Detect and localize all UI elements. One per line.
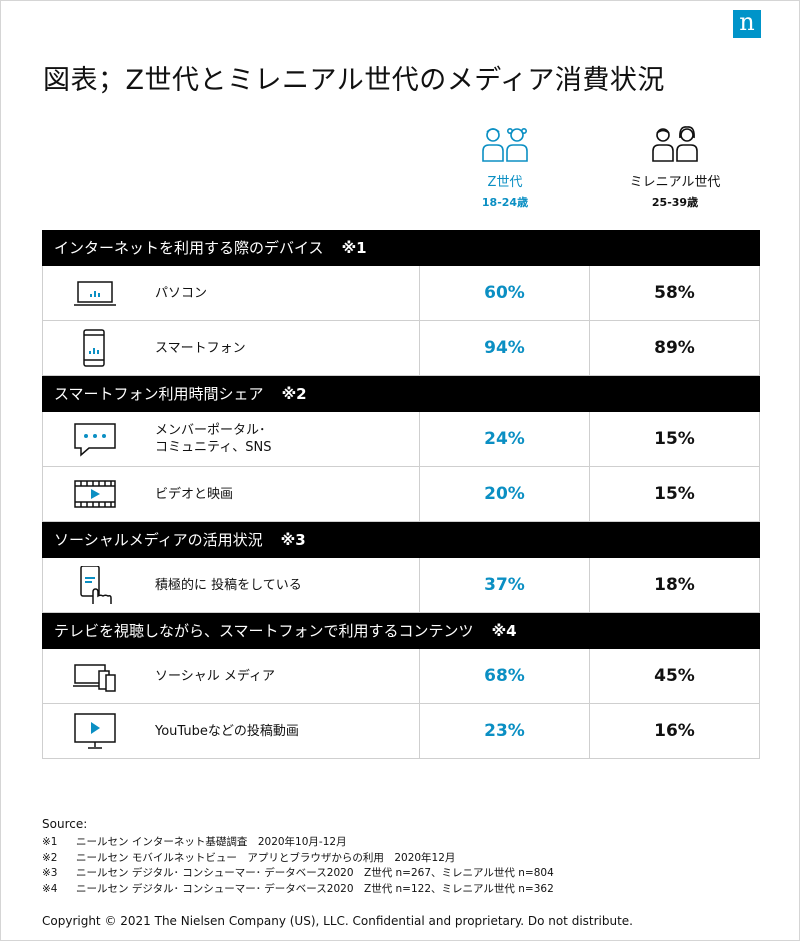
nielsen-logo: n [733, 8, 761, 38]
note-mark: ※4 [42, 882, 58, 895]
millennial-value: 15% [654, 429, 695, 449]
young-people-icon [482, 128, 528, 162]
media-consumption-table: インターネットを利用する際のデバイス ※1 パソコン 60% 58% [42, 230, 760, 759]
column-header-gen-z: Z世代 18-24歳 [420, 123, 590, 210]
row-label-cell: パソコン [43, 266, 420, 320]
section-title: インターネットを利用する際のデバイス [54, 239, 324, 257]
row-label-cell: メンバーポータル･ コミュニティ、SNS [43, 412, 420, 466]
gen-z-value: 94% [420, 321, 590, 375]
note-text: ニールセン インターネット基礎調査 2020年10月-12月 [76, 836, 347, 848]
note-mark: ※3 [42, 867, 58, 879]
table-row: ソーシャル メディア 68% 45% [42, 649, 760, 704]
row-label: スマートフォン [155, 340, 246, 356]
note-text: ニールセン デジタル･ コンシューマー･ データベース2020 Z世代 n=12… [76, 882, 554, 895]
section-title: スマートフォン利用時間シェア [54, 385, 264, 403]
table-row: 積極的に 投稿をしている 37% 18% [42, 558, 760, 613]
column-name-millennial: ミレニアル世代 [629, 175, 721, 190]
column-age-gen-z: 18-24歳 [481, 196, 529, 209]
row-label: 積極的に 投稿をしている [155, 577, 302, 593]
source-note: ※3 ニールセン デジタル･ コンシューマー･ データベース2020 Z世代 n=… [42, 866, 554, 882]
note-mark: ※1 [42, 836, 58, 848]
row-label-cell: スマートフォン [43, 321, 420, 375]
gen-z-value: 24% [420, 412, 590, 466]
row-label: ソーシャル メディア [155, 668, 275, 684]
column-name-gen-z: Z世代 [487, 175, 523, 190]
column-header-millennial: ミレニアル世代 25-39歳 [590, 123, 760, 210]
section-note: ※3 [280, 531, 306, 549]
row-label: メンバーポータル･ コミュニティ、SNS [155, 423, 272, 455]
gen-z-value: 37% [420, 558, 590, 612]
millennial-value: 45% [654, 666, 695, 686]
adult-people-icon [652, 126, 698, 162]
chat-bubble-icon [74, 423, 116, 457]
millennial-value: 18% [654, 575, 695, 595]
section-note: ※4 [491, 622, 517, 640]
section-title: テレビを視聴しながら、スマートフォンで利用するコンテンツ [54, 622, 474, 640]
table-row: YouTubeなどの投稿動画 23% 16% [42, 704, 760, 759]
millennial-value: 89% [654, 338, 695, 358]
row-label: パソコン [155, 285, 208, 301]
source-note: ※4 ニールセン デジタル･ コンシューマー･ データベース2020 Z世代 n=… [42, 882, 554, 898]
millennial-value: 58% [654, 283, 695, 303]
gen-z-value: 68% [420, 649, 590, 703]
millennial-value: 15% [654, 484, 695, 504]
section-header: テレビを視聴しながら、スマートフォンで利用するコンテンツ ※4 [42, 613, 760, 649]
phone-tap-icon [80, 566, 112, 604]
section-header: スマートフォン利用時間シェア ※2 [42, 376, 760, 412]
row-label-cell: YouTubeなどの投稿動画 [43, 704, 420, 758]
table-row: ビデオと映画 20% 15% [42, 467, 760, 522]
row-label-cell: ビデオと映画 [43, 467, 420, 521]
source-note: ※2 ニールセン モバイルネットビュー アプリとブラウザからの利用 2020年12… [42, 851, 554, 867]
laptop-icon [74, 281, 116, 306]
video-film-icon [74, 480, 116, 508]
table-row: パソコン 60% 58% [42, 266, 760, 321]
gen-z-value: 23% [420, 704, 590, 758]
page-title: 図表；Z世代とミレニアル世代のメディア消費状況 [43, 65, 665, 96]
section-header: ソーシャルメディアの活用状況 ※3 [42, 522, 760, 558]
multi-device-icon [73, 664, 116, 692]
smartphone-icon [83, 329, 105, 367]
note-text: ニールセン デジタル･ コンシューマー･ データベース2020 Z世代 n=26… [76, 867, 554, 879]
gen-z-value: 60% [420, 266, 590, 320]
logo-letter: n [739, 8, 755, 36]
source-notes: ※1 ニールセン インターネット基礎調査 2020年10月-12月 ※2 ニールセン… [42, 835, 554, 897]
source-note: ※1 ニールセン インターネット基礎調査 2020年10月-12月 [42, 835, 554, 851]
gen-z-value: 20% [420, 467, 590, 521]
row-label: YouTubeなどの投稿動画 [155, 723, 299, 739]
monitor-play-icon [74, 713, 116, 749]
table-row: スマートフォン 94% 89% [42, 321, 760, 376]
section-title: ソーシャルメディアの活用状況 [54, 531, 263, 549]
section-note: ※1 [341, 239, 367, 257]
section-note: ※2 [281, 385, 307, 403]
millennial-value: 16% [654, 721, 695, 741]
column-age-millennial: 25-39歳 [651, 196, 699, 209]
row-label: ビデオと映画 [155, 486, 234, 502]
row-label-cell: 積極的に 投稿をしている [43, 558, 420, 612]
table-row: メンバーポータル･ コミュニティ、SNS 24% 15% [42, 412, 760, 467]
note-text: ニールセン モバイルネットビュー アプリとブラウザからの利用 2020年12月 [76, 851, 456, 864]
row-label-cell: ソーシャル メディア [43, 649, 420, 703]
copyright-notice: Copyright © 2021 The Nielsen Company (US… [42, 914, 633, 928]
note-mark: ※2 [42, 851, 58, 864]
source-label: Source: [42, 817, 88, 831]
section-header: インターネットを利用する際のデバイス ※1 [42, 230, 760, 266]
